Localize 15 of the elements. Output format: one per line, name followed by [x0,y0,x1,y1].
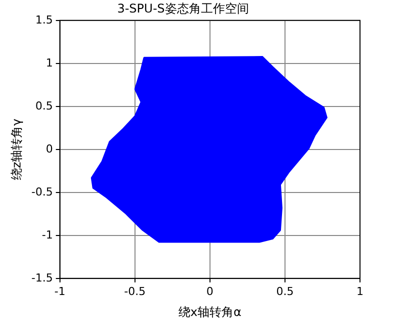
x-axis-title: 绕x轴转角α [178,304,242,319]
y-tick-label: -0.5 [31,185,53,198]
y-tick-label: 0 [46,142,53,156]
y-tick-label: 1.5 [35,13,53,26]
y-tick-label: 0.5 [35,99,53,112]
x-tick-label: 0.5 [276,284,294,298]
x-tick-label: -1 [54,284,66,298]
y-tick-label: -1.5 [31,271,53,284]
y-tick-label: 1 [46,56,53,70]
x-tick-label: 0 [206,284,214,298]
chart-title: 3-SPU-S姿态角工作空间 [117,1,249,16]
y-tick-label: -1 [42,228,53,242]
x-tick-label: 1 [356,284,364,298]
y-axis-title: 绕z轴转角γ [9,118,24,180]
x-tick-label: -0.5 [124,284,146,298]
